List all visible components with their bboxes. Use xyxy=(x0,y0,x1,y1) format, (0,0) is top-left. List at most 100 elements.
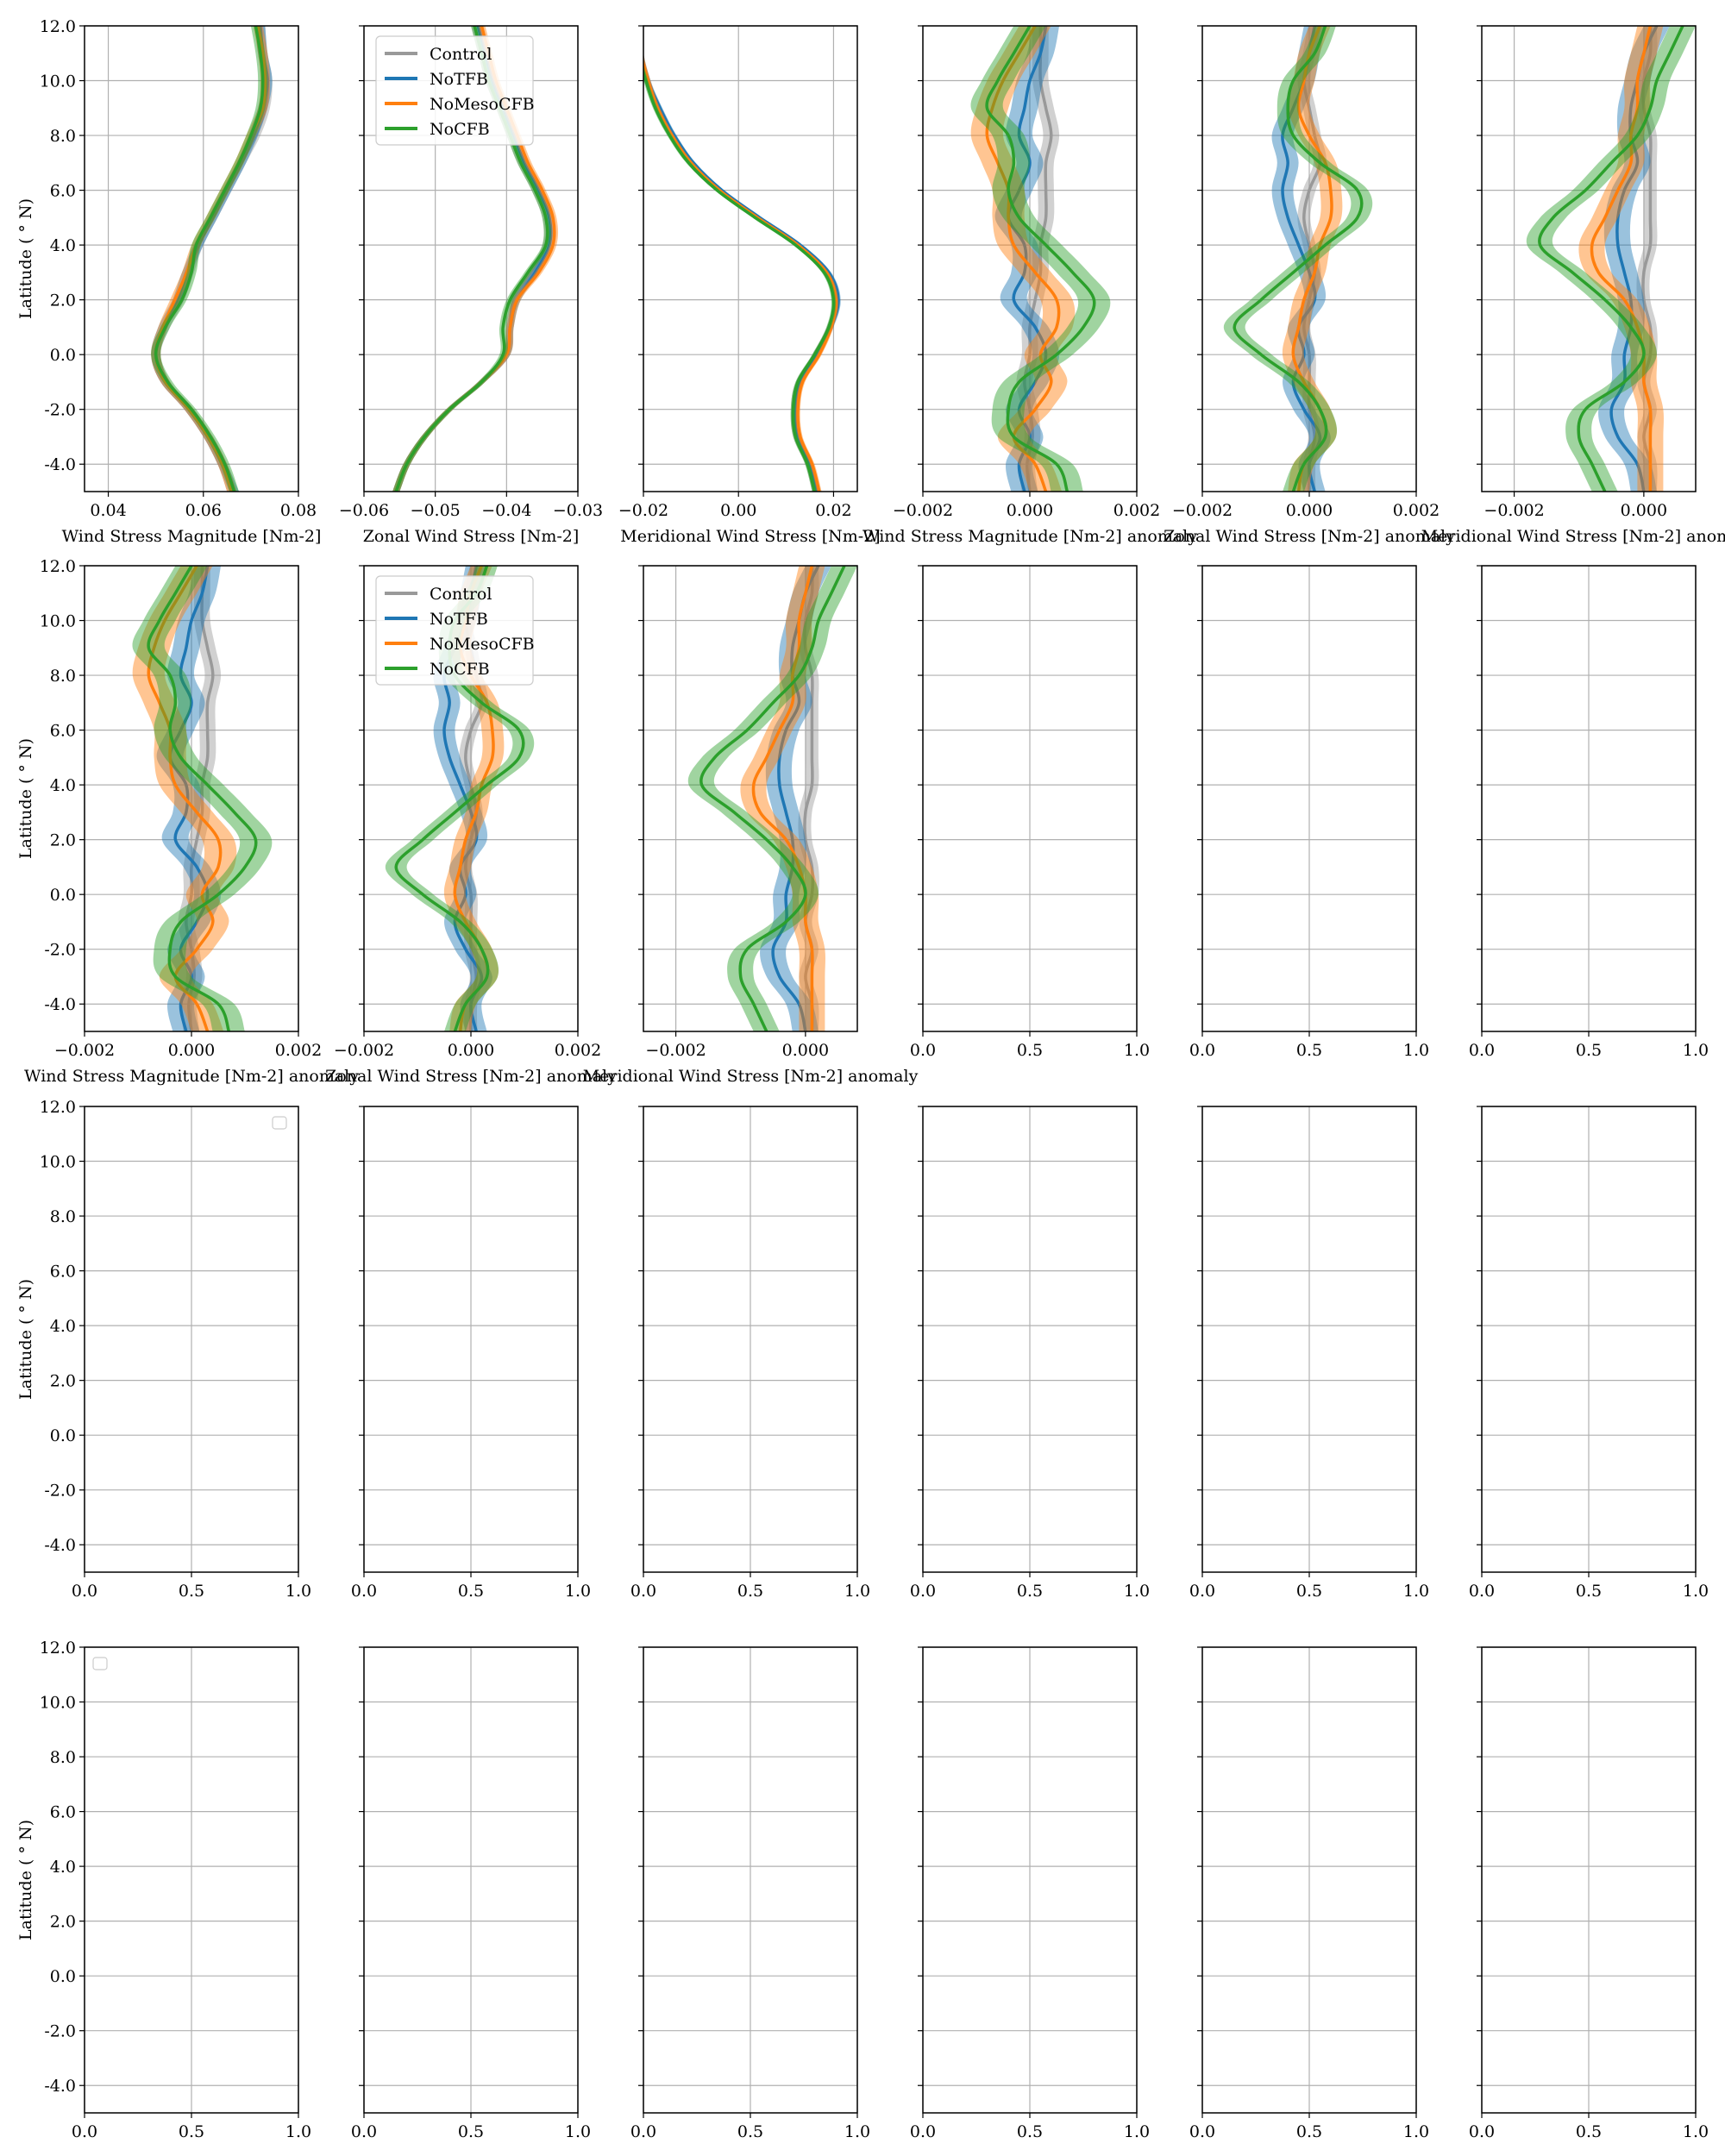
series-line-nomesocfb xyxy=(147,566,223,1031)
series-line-control xyxy=(185,566,215,1031)
axes-frame xyxy=(363,25,579,492)
x-tick-label: 0.000 xyxy=(448,1041,494,1060)
x-tick-label: 1.0 xyxy=(1683,1041,1709,1060)
x-tick-label: 0.0 xyxy=(630,1582,656,1601)
x-tick-label: 1.0 xyxy=(1124,1582,1150,1601)
x-tick-label: 1.0 xyxy=(844,2122,870,2141)
x-tick-label: 1.0 xyxy=(285,1582,311,1601)
x-tick-label: 0.5 xyxy=(1017,1041,1043,1060)
x-tick-label: −0.002 xyxy=(334,1041,394,1060)
y-tick-label: 8.0 xyxy=(50,1207,76,1226)
panel-r1c2: −0.06 −0.05 −0.04 −0.03 Zonal Wind Stress [N… xyxy=(339,25,603,546)
y-tick-label: 6.0 xyxy=(50,182,76,201)
x-tick-label: 0.5 xyxy=(1296,1041,1322,1060)
band-nocfb xyxy=(643,64,837,492)
series-line-notfb xyxy=(1007,26,1048,492)
y-tick-label: 10.0 xyxy=(40,612,76,631)
y-tick-label: -2.0 xyxy=(44,401,76,420)
x-tick-label: 0.002 xyxy=(1393,501,1440,520)
x-tick-label: 0.0 xyxy=(910,1582,936,1601)
y-tick-label: 2.0 xyxy=(50,291,76,310)
x-tick-label: 0.0 xyxy=(351,1582,377,1601)
series-line-notfb xyxy=(1609,26,1659,492)
series-line-notfb xyxy=(643,58,840,492)
legend-box xyxy=(375,35,534,146)
y-tick-label: 12.0 xyxy=(40,557,76,576)
series-line-notfb xyxy=(1281,26,1322,492)
x-axis-label: Zonal Wind Stress [Nm-2] anomaly xyxy=(1164,527,1455,546)
y-tick-label: 10.0 xyxy=(40,1153,76,1172)
x-tick-label: 0.0 xyxy=(72,1582,97,1601)
y-axis-label: Latitude ( ° N) xyxy=(16,738,35,859)
y-tick-label: 0.0 xyxy=(50,1967,76,1986)
panel-empty-r2c4: 0.0 0.5 1.0 xyxy=(910,565,1150,1060)
legend-label-control: Control xyxy=(430,585,492,604)
x-tick-label: 0.06 xyxy=(185,501,222,520)
x-tick-label: 0.0 xyxy=(910,2122,936,2141)
series-line-nocfb xyxy=(1233,26,1364,492)
x-tick-label: −0.04 xyxy=(481,501,531,520)
y-tick-label: 6.0 xyxy=(50,1803,76,1822)
x-tick-label: 0.5 xyxy=(458,2122,484,2141)
series-line-notfb xyxy=(168,566,210,1031)
series-line-nocfb xyxy=(699,566,846,1031)
y-tick-label: 4.0 xyxy=(50,236,76,255)
x-axis-label: Meridional Wind Stress [Nm-2] anomaly xyxy=(1421,527,1725,546)
series-line-nocfb xyxy=(985,26,1096,492)
y-tick-label: 8.0 xyxy=(50,127,76,146)
x-tick-label: 0.5 xyxy=(1017,2122,1043,2141)
x-tick-label: 1.0 xyxy=(565,1582,591,1601)
y-tick-label: -2.0 xyxy=(44,2022,76,2041)
y-tick-label: 0.0 xyxy=(50,886,76,905)
plot-area xyxy=(687,566,857,1031)
y-tick-label: -4.0 xyxy=(44,455,76,474)
x-tick-label: 1.0 xyxy=(1403,1041,1429,1060)
x-tick-label: 1.0 xyxy=(1683,1582,1709,1601)
y-tick-label: 0.0 xyxy=(50,346,76,365)
x-axis-label: Zonal Wind Stress [Nm-2] xyxy=(363,527,580,546)
panel-empty-r2c6: 0.0 0.5 1.0 xyxy=(1469,565,1709,1060)
legend: Control NoTFB NoMesoCFB NoCFB xyxy=(375,575,535,686)
x-tick-label: 0.000 xyxy=(1621,501,1667,520)
legend-box xyxy=(375,575,534,686)
legend-label-nocfb: NoCFB xyxy=(430,120,490,139)
y-tick-label: 12.0 xyxy=(40,1639,76,1658)
legend-label-nomesocfb: NoMesoCFB xyxy=(430,635,535,654)
legend-label-notfb: NoTFB xyxy=(430,70,488,89)
legend-label-nocfb: NoCFB xyxy=(430,660,490,679)
plot-area xyxy=(1223,26,1373,492)
panel-r1c4: −0.002 0.000 0.002 Wind Stress Magnitude [N… xyxy=(862,25,1197,546)
y-tick-label: 8.0 xyxy=(50,1748,76,1767)
band-notfb xyxy=(760,566,831,1031)
x-tick-label: 1.0 xyxy=(1124,2122,1150,2141)
band-nocfb xyxy=(1223,26,1373,492)
x-tick-label: 0.0 xyxy=(1469,2122,1495,2141)
band-notfb xyxy=(151,26,273,492)
series-line-nocfb xyxy=(147,566,258,1031)
band-control xyxy=(643,53,839,492)
legend-label-nomesocfb: NoMesoCFB xyxy=(430,95,535,114)
x-tick-label: 0.0 xyxy=(72,2122,97,2141)
series-line-control xyxy=(1302,26,1322,492)
x-tick-label: 0.0 xyxy=(1469,1582,1495,1601)
axes-frame xyxy=(84,25,299,492)
y-tick-label: -2.0 xyxy=(44,1482,76,1501)
plot-area xyxy=(151,26,273,492)
x-tick-label: 0.08 xyxy=(280,501,317,520)
y-axis-label: Latitude ( ° N) xyxy=(16,1279,35,1400)
y-tick-label: 4.0 xyxy=(50,1858,76,1877)
x-tick-label: 0.5 xyxy=(179,1582,204,1601)
plot-area xyxy=(643,53,841,492)
panel-empty-r4c2: 0.0 0.5 1.0 xyxy=(351,1646,591,2141)
x-tick-label: 1.0 xyxy=(565,2122,591,2141)
x-tick-label: 0.5 xyxy=(1296,2122,1322,2141)
series-line-nomesocfb xyxy=(154,26,267,492)
y-tick-label: 6.0 xyxy=(50,722,76,741)
legend: Control NoTFB NoMesoCFB NoCFB xyxy=(375,35,535,146)
y-tick-label: 4.0 xyxy=(50,1317,76,1336)
x-axis-label: Wind Stress Magnitude [Nm-2] anomaly xyxy=(24,1067,359,1086)
y-tick-label: 8.0 xyxy=(50,667,76,686)
x-tick-label: −0.002 xyxy=(645,1041,706,1060)
panel-empty-r4c4: 0.0 0.5 1.0 xyxy=(910,1646,1150,2141)
panel-r2c2: −0.002 0.000 0.002 Zonal Wind Stress [Nm-2]… xyxy=(325,565,617,1086)
